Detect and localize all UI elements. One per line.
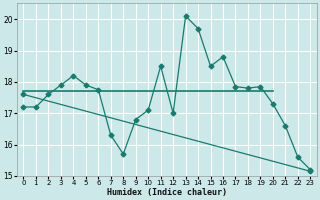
X-axis label: Humidex (Indice chaleur): Humidex (Indice chaleur) [107, 188, 227, 197]
